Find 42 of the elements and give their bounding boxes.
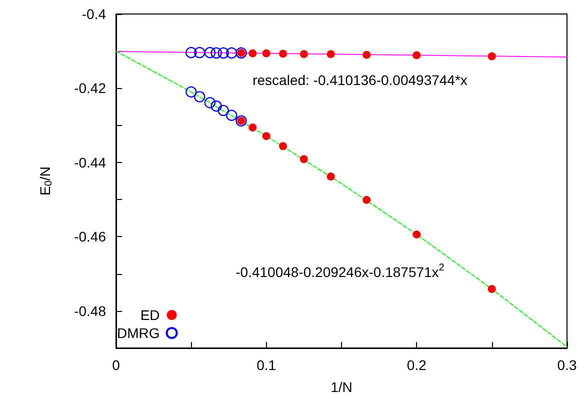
point [412,230,421,238]
x-tick-label: 0.3 [557,357,577,373]
point [262,132,270,140]
point [226,110,238,121]
point [262,49,270,58]
point [488,284,496,293]
x-tick-label: 0.2 [406,357,427,373]
point [210,47,222,59]
point [362,50,371,59]
point [210,100,222,112]
point [326,172,335,181]
y-axis-title: E0/N [37,166,54,196]
y-tick-label: -0.46 [74,228,106,245]
point [412,51,421,60]
point [218,104,229,116]
legend-label: ED [140,307,160,323]
legend-label: DMRG [116,325,160,341]
y-tick-label: -0.44 [74,154,106,170]
point [279,142,288,150]
x-tick-label: 0 [112,357,120,373]
point [300,155,308,164]
point [194,47,206,58]
y-tick-label: -0.42 [74,80,106,96]
point [194,91,206,102]
point [204,97,216,108]
point [186,86,197,98]
point [362,196,371,204]
y-tick-label: -0.4 [82,6,106,22]
point [248,49,257,58]
point [186,47,197,58]
point [488,52,496,60]
y-tick-label: -0.48 [74,302,106,319]
x-axis-title: 1/N [330,379,352,395]
point [226,47,238,59]
point [300,50,308,58]
point [279,50,288,58]
annotation: rescaled: -0.410136-0.00493744*x [252,72,468,88]
point [204,47,216,58]
point [326,50,335,58]
point [218,47,229,59]
point [248,124,257,132]
x-tick-label: 0.1 [256,357,276,373]
